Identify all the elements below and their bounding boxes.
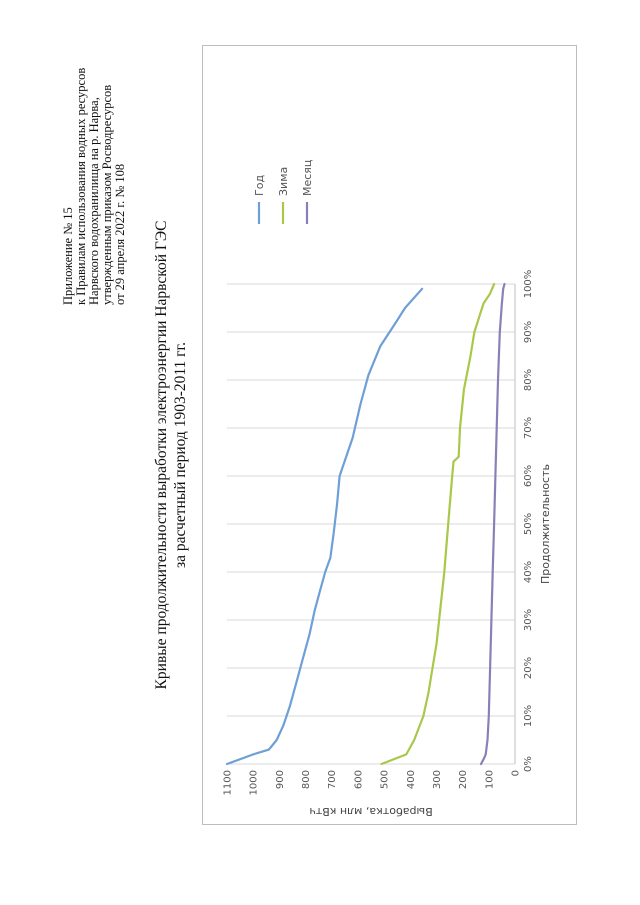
x-tick-label: 0% [523,756,534,772]
y-tick-label: 900 [275,770,286,789]
x-tick-label: 40% [523,561,534,583]
approval-block: Приложение № 15 к Правилам использования… [61,5,127,305]
y-tick-label: 1000 [249,770,260,795]
x-tick-label: 60% [523,465,534,487]
series-line-Год [225,287,424,766]
x-tick-label: 50% [523,513,534,535]
y-tick-label: 0 [511,770,522,776]
y-axis-label: Выработка, млн кВтч [309,805,432,818]
x-tick-label: 70% [523,417,534,439]
legend-label: Зима [277,167,290,196]
x-tick-label: 20% [523,657,534,679]
y-tick-label: 100 [484,770,495,789]
y-tick-label: 800 [301,770,312,789]
y-tick-label: 500 [380,770,391,789]
legend-label: Год [253,175,266,196]
y-tick-label: 1100 [223,770,234,795]
document-title: Кривые продолжительности выработки элект… [152,55,190,855]
x-tick-label: 90% [523,321,534,343]
title-line-1: Кривые продолжительности выработки элект… [153,220,170,690]
approval-line: от 29 апреля 2022 г. № 108 [113,163,127,305]
x-tick-label: 80% [523,369,534,391]
x-tick-label: 100% [523,270,534,299]
x-axis-label: Продолжительность [539,464,552,584]
y-tick-label: 200 [458,770,469,789]
y-tick-label: 700 [327,770,338,789]
x-tick-label: 10% [523,705,534,727]
series-line-Месяц [479,282,506,766]
legend-label: Месяц [301,160,314,196]
series-line-Зима [380,282,496,766]
y-tick-label: 400 [406,770,417,789]
y-tick-label: 600 [353,770,364,789]
duration-curve-chart: 0% 10% 20% 30% 40% 50% 60% 70% 80% 90% 100% 0 100 200… [223,160,553,818]
chart-frame: 0% 10% 20% 30% 40% 50% 60% 70% 80% 90% 100% 0 100 200… [202,45,577,825]
y-tick-label: 300 [432,770,443,789]
title-line-2: за расчетный период 1903-2011 гг. [172,342,189,568]
x-tick-label: 30% [523,609,534,631]
